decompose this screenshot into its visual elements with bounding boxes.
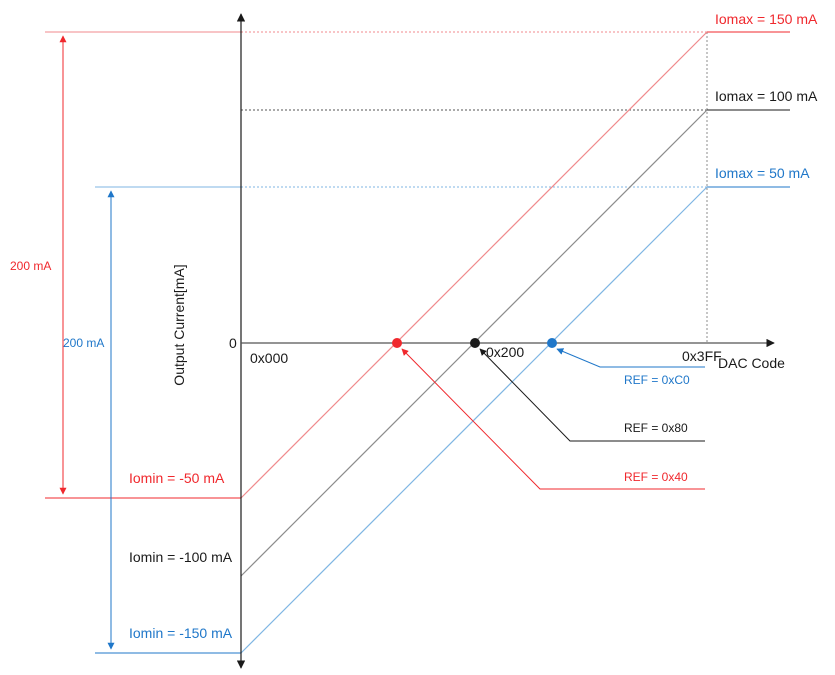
blue-transfer-line [240,186,708,654]
y-axis-label: Output Current[mA] [171,264,187,385]
blue-zero-crossing-dot [547,338,557,348]
black-zero-crossing-dot [470,338,480,348]
blue-ref-label: REF = 0xC0 [624,373,690,387]
black-ref-label: REF = 0x80 [624,421,688,435]
blue-ref-leader [556,348,705,368]
blue-min-label: Iomin = -150 mA [129,625,233,641]
blue-max-label: Iomax = 50 mA [715,165,810,181]
red-min-label: Iomin = -50 mA [129,470,225,486]
red-zero-crossing-dot [392,338,402,348]
x-axis-label: DAC Code [718,355,785,371]
blue-span-label: 200 mA [63,336,104,350]
x-tick-mid-label: 0x200 [486,344,524,360]
zero-label: 0 [229,335,237,351]
red-max-label: Iomax = 150 mA [715,11,818,27]
black-max-label: Iomax = 100 mA [715,88,818,104]
red-ref-label: REF = 0x40 [624,470,688,484]
x-tick-end-label: 0x3FF [682,348,722,364]
red-transfer-line [240,31,708,499]
x-tick-start-label: 0x000 [250,350,288,366]
red-span-label: 200 mA [10,259,51,273]
black-ref-leader [479,348,705,442]
red-ref-leader [401,348,705,490]
black-min-label: Iomin = -100 mA [129,549,233,565]
